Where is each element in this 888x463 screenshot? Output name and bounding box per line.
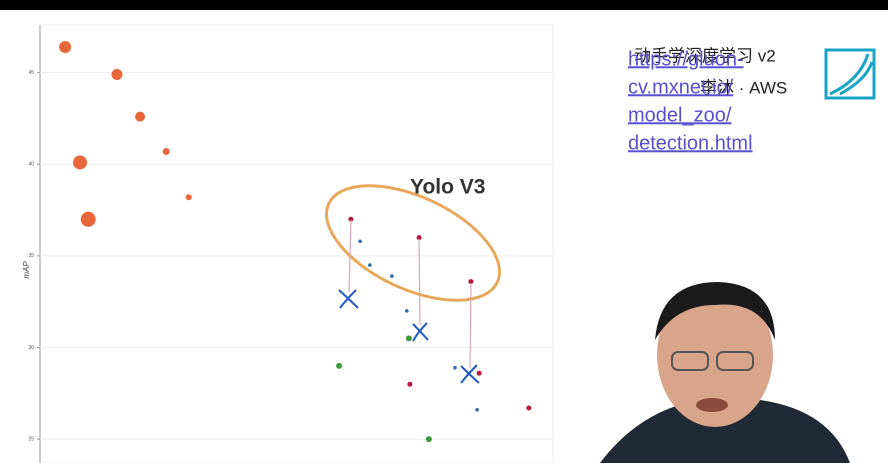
point (407, 381, 413, 387)
point (526, 405, 532, 411)
annotation-ellipse (325, 184, 501, 302)
drop-line (348, 219, 352, 293)
point (416, 235, 422, 241)
point (111, 68, 123, 80)
point (405, 335, 412, 342)
point (390, 274, 394, 278)
cross-mark (460, 364, 480, 384)
cross-mark (412, 322, 429, 342)
point (185, 194, 192, 201)
shirt (600, 400, 850, 463)
point (73, 155, 88, 170)
point (468, 279, 474, 285)
logo (824, 48, 876, 100)
y-tick-label: 35 (28, 253, 34, 259)
point (135, 111, 146, 122)
logo-frame (824, 48, 876, 100)
y-axis-label: mAP (22, 261, 31, 279)
link-text[interactable]: detection.html (628, 132, 753, 154)
plot-frame (39, 24, 554, 463)
hair (655, 282, 775, 340)
drop-line (418, 238, 421, 326)
presenter (600, 282, 850, 463)
point (453, 365, 457, 370)
y-tick-label: 45 (28, 70, 34, 76)
link-text[interactable]: cv.mxnet.io/ (628, 76, 734, 98)
point (348, 216, 354, 222)
course-author: 李沐 · AWS (700, 78, 787, 97)
point (476, 370, 482, 376)
y-tick-label: 40 (28, 162, 34, 168)
point (404, 309, 409, 313)
logo-curve (829, 53, 874, 96)
point (59, 40, 72, 53)
annotation-text: Yolo V3 (410, 176, 485, 199)
marks: 25 30 35 40 45 (28, 40, 553, 443)
annotations (325, 184, 501, 384)
point (368, 263, 372, 267)
cross-mark (338, 289, 359, 309)
link-text[interactable]: model_zoo/ (628, 104, 732, 126)
point (162, 147, 170, 155)
point (336, 362, 343, 369)
mouth (696, 398, 728, 412)
y-tick-label: 25 (28, 437, 34, 443)
link-text[interactable]: https://gluon- (628, 48, 744, 70)
glasses (716, 351, 754, 371)
course-title: 动手学深度学习 v2 (634, 46, 776, 65)
y-tick-label: 30 (28, 345, 34, 351)
drop-line (469, 282, 472, 369)
face (657, 283, 773, 427)
point (358, 239, 362, 244)
point (425, 436, 432, 443)
top-bar (0, 0, 888, 10)
point (475, 408, 479, 412)
point (80, 211, 96, 227)
glasses (671, 351, 709, 371)
